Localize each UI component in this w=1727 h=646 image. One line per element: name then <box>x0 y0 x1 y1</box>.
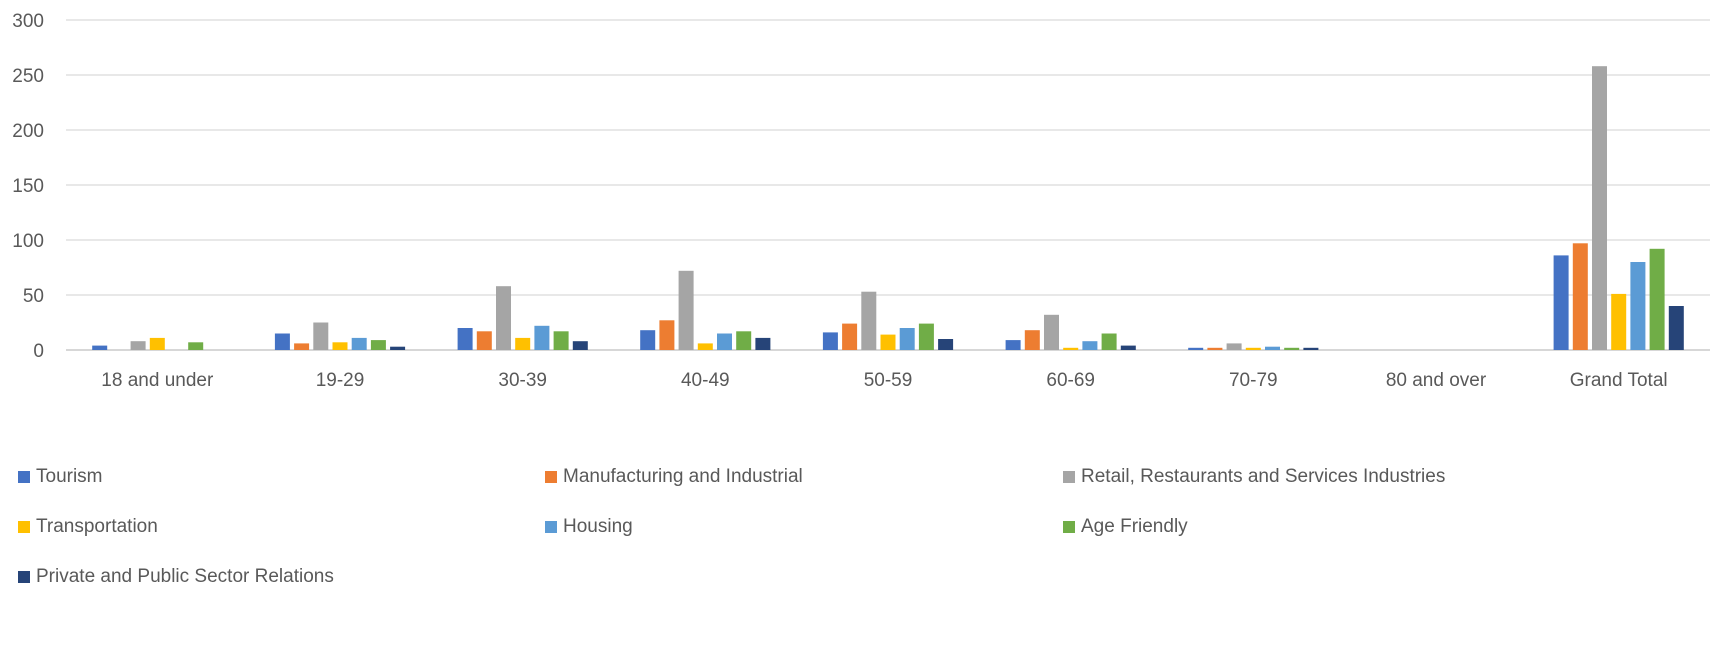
bar-2-0 <box>130 341 146 350</box>
x-tick-label: 18 and under <box>101 370 214 391</box>
bar-4-3 <box>717 333 732 350</box>
legend-item: Age Friendly <box>1063 513 1188 541</box>
bar-1-6 <box>1207 347 1223 350</box>
y-tick-label: 0 <box>33 341 44 362</box>
y-tick-label: 300 <box>12 11 44 32</box>
bar-3-6 <box>1245 347 1261 350</box>
bar-4-6 <box>1265 346 1280 350</box>
bar-5-1 <box>370 340 386 350</box>
legend-label: Age Friendly <box>1081 516 1188 537</box>
x-tick-label: 60-69 <box>1046 370 1095 391</box>
x-tick-label: 80 and over <box>1386 370 1487 391</box>
bar-1-3 <box>659 320 675 350</box>
y-tick-label: 150 <box>12 176 44 197</box>
bar-2-6 <box>1226 343 1242 350</box>
bar-5-4 <box>918 323 934 350</box>
x-tick-label: 30-39 <box>498 370 547 391</box>
legend-item: Private and Public Sector Relations <box>18 563 334 591</box>
y-tick-label: 50 <box>23 286 44 307</box>
bar-0-5 <box>1005 340 1021 350</box>
bar-0-6 <box>1188 347 1204 350</box>
bar-1-2 <box>476 331 492 350</box>
bar-1-4 <box>842 323 858 350</box>
bar-3-5 <box>1063 347 1079 350</box>
bar-6-4 <box>938 339 954 350</box>
legend-label: Manufacturing and Industrial <box>563 466 803 487</box>
y-tick-label: 100 <box>12 231 44 252</box>
bar-4-2 <box>534 325 550 350</box>
bar-4-8 <box>1630 262 1646 350</box>
bar-2-5 <box>1044 314 1059 350</box>
bar-5-6 <box>1284 347 1300 350</box>
legend-label: Private and Public Sector Relations <box>36 566 334 587</box>
bar-5-0 <box>188 342 204 350</box>
bar-0-2 <box>457 328 473 350</box>
legend-label: Retail, Restaurants and Services Industr… <box>1081 466 1446 487</box>
bar-3-0 <box>149 337 165 350</box>
bar-3-4 <box>880 334 896 350</box>
legend-swatch <box>1063 471 1075 483</box>
bar-1-5 <box>1024 330 1040 350</box>
legend-label: Housing <box>563 516 633 537</box>
bar-0-4 <box>822 332 838 350</box>
bar-1-8 <box>1572 243 1588 350</box>
bar-0-0 <box>92 345 108 350</box>
bar-3-3 <box>697 343 713 350</box>
bar-0-8 <box>1553 255 1569 350</box>
y-tick-label: 200 <box>12 121 44 142</box>
bar-5-8 <box>1649 248 1665 350</box>
bar-3-2 <box>515 337 531 350</box>
x-axis-ticks: 18 and under 19-29 30-39 40-49 50-59 60-69 70-… <box>101 370 1667 391</box>
x-tick-label: 70-79 <box>1229 370 1278 391</box>
bar-0-3 <box>640 330 656 350</box>
legend-swatch <box>545 471 557 483</box>
x-tick-label: 40-49 <box>681 370 730 391</box>
bar-5-5 <box>1101 333 1117 350</box>
bar-6-3 <box>755 337 771 350</box>
bar-2-3 <box>678 270 694 350</box>
bar-2-2 <box>496 286 511 350</box>
legend-item: Tourism <box>18 463 103 491</box>
x-tick-label: 50-59 <box>864 370 913 391</box>
legend-label: Transportation <box>36 516 158 537</box>
bar-6-2 <box>572 341 588 350</box>
bar-5-3 <box>736 331 752 350</box>
legend-label: Tourism <box>36 466 103 487</box>
bar-6-5 <box>1120 345 1136 350</box>
bar-2-8 <box>1592 66 1607 350</box>
bar-3-1 <box>332 342 348 350</box>
bar-1-1 <box>294 343 310 350</box>
legend-swatch <box>18 521 30 533</box>
bar-4-5 <box>1082 341 1098 350</box>
legend-item: Transportation <box>18 513 158 541</box>
legend-swatch <box>1063 521 1075 533</box>
legend-item: Manufacturing and Industrial <box>545 463 803 491</box>
bar-2-4 <box>861 291 877 350</box>
y-axis-ticks: 0 50 100 150 200 250 300 <box>12 11 44 362</box>
bar-3-8 <box>1611 293 1627 350</box>
bars <box>92 66 1684 350</box>
x-tick-label: Grand Total <box>1570 370 1668 391</box>
bar-6-6 <box>1303 347 1319 350</box>
legend-swatch <box>545 521 557 533</box>
bar-4-1 <box>351 337 367 350</box>
gridlines <box>66 19 1710 351</box>
bar-2-1 <box>313 322 329 350</box>
y-tick-label: 250 <box>12 66 44 87</box>
bar-6-1 <box>390 346 406 350</box>
legend-swatch <box>18 471 30 483</box>
bar-0-1 <box>274 333 290 350</box>
bar-5-2 <box>553 331 569 350</box>
legend-swatch <box>18 571 30 583</box>
x-tick-label: 19-29 <box>316 370 365 391</box>
bar-4-4 <box>899 328 915 350</box>
bar-6-8 <box>1668 306 1684 350</box>
legend-item: Housing <box>545 513 633 541</box>
legend-item: Retail, Restaurants and Services Industr… <box>1063 463 1445 491</box>
